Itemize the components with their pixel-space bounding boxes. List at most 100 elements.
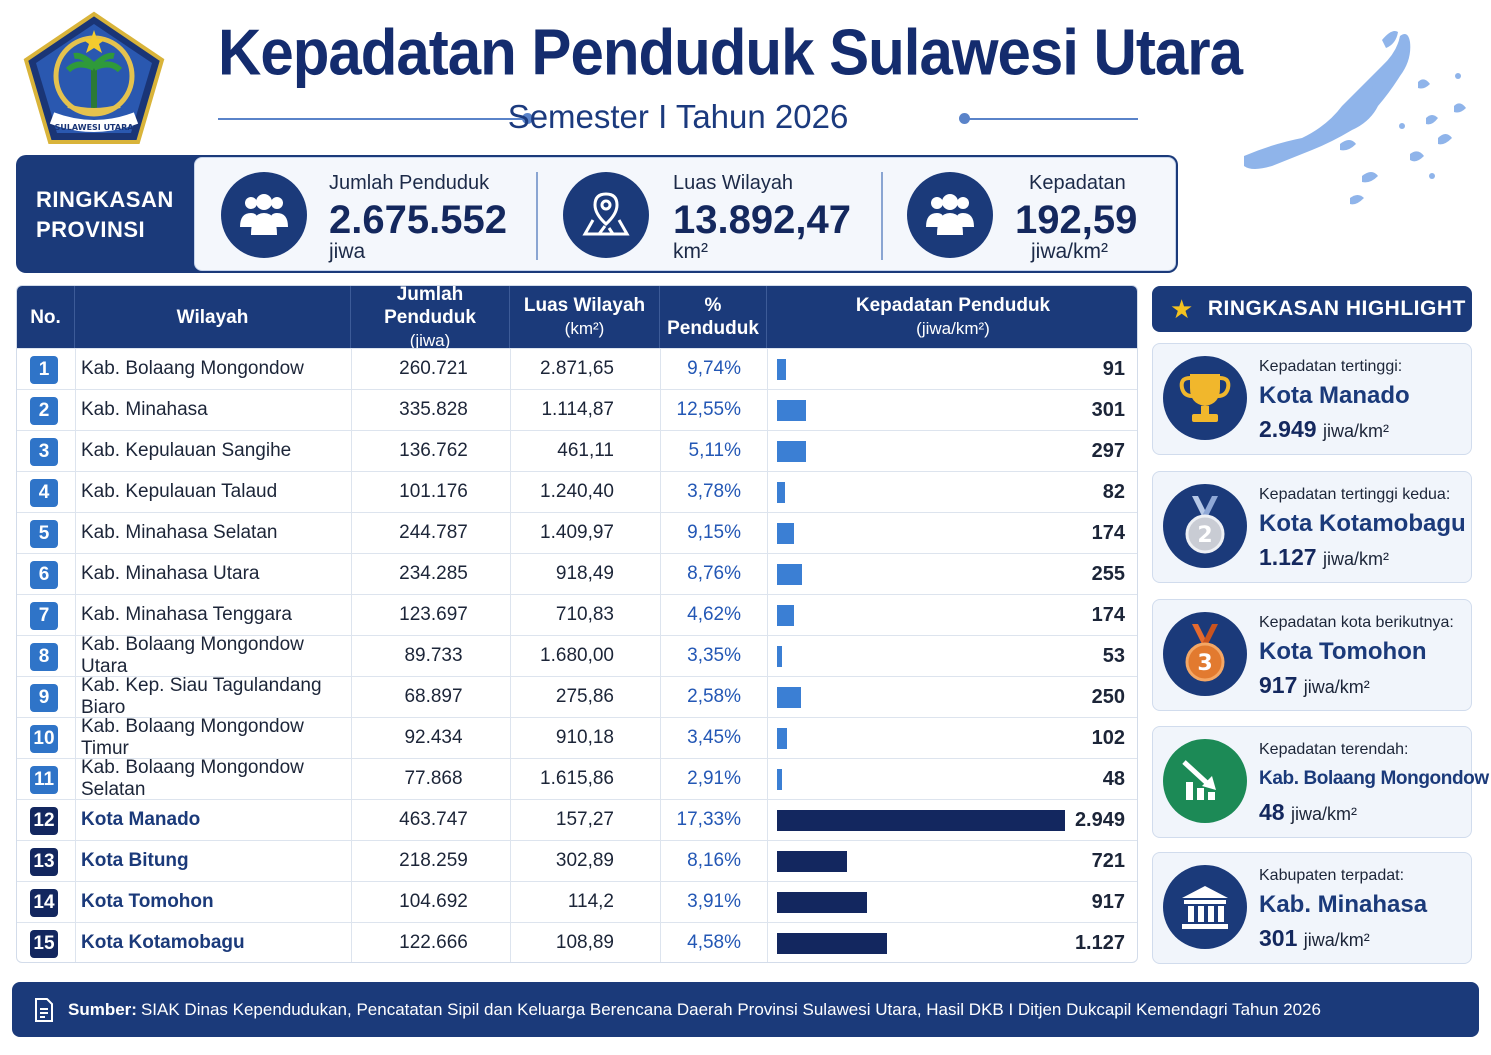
- cell-persen: 4,58%: [687, 932, 741, 953]
- cell-wilayah: Kota Kotamobagu: [81, 932, 245, 953]
- row-number-badge: 6: [30, 561, 58, 589]
- highlight-value: 917 jiwa/km²: [1259, 672, 1370, 699]
- density-value-label: 1.127: [1074, 931, 1125, 954]
- density-value-label: 255: [1091, 562, 1125, 585]
- density-value-label: 2.949: [1074, 808, 1125, 831]
- col-header-wilayah: Wilayah: [75, 286, 351, 348]
- highlight-key: Kabupaten terpadat:: [1259, 867, 1405, 884]
- highlight-key: Kepadatan terendah:: [1259, 741, 1409, 758]
- cell-wilayah: Kab. Bolaang Mongondow Timur: [81, 716, 304, 759]
- highlight-value: 1.127 jiwa/km²: [1259, 544, 1389, 571]
- density-bar: [777, 605, 794, 626]
- highlight-name: Kota Kotamobagu: [1259, 510, 1466, 537]
- cell-luas: 108,89: [555, 932, 614, 953]
- row-number-badge: 7: [30, 602, 58, 630]
- stat-label: Kepadatan: [1029, 172, 1126, 194]
- chart-down-icon: [1163, 739, 1247, 823]
- provincial-summary: RINGKASAN PROVINSI Jumlah Penduduk 2.675…: [16, 155, 1178, 273]
- cell-wilayah: Kab. Minahasa Selatan: [81, 522, 278, 543]
- density-bar: [777, 523, 794, 544]
- row-number-badge: 14: [30, 889, 58, 917]
- stat-population: Jumlah Penduduk 2.675.552 jiwa: [217, 158, 537, 272]
- cell-persen: 3,91%: [687, 891, 741, 912]
- highlight-key: Kepadatan kota berikutnya:: [1259, 614, 1454, 631]
- density-value-label: 174: [1091, 521, 1125, 544]
- silver-medal-icon: 2: [1163, 484, 1247, 568]
- cell-wilayah: Kota Manado: [81, 809, 201, 830]
- density-bar: [777, 359, 786, 380]
- cell-penduduk: 244.787: [399, 522, 468, 543]
- row-number-badge: 8: [30, 643, 58, 671]
- cell-penduduk: 463.747: [399, 809, 468, 830]
- cell-wilayah: Kab. Minahasa Tenggara: [81, 604, 292, 625]
- table-row: 11 Kab. Bolaang Mongondow Selatan 77.868 1.…: [17, 757, 1137, 800]
- map-pin-icon: [563, 172, 649, 258]
- col-header-penduduk: Jumlah Penduduk (jiwa): [351, 285, 510, 350]
- col-divider: [351, 348, 352, 962]
- page-subtitle: Semester I Tahun 2026: [507, 98, 849, 135]
- density-bar: [777, 728, 787, 749]
- cell-wilayah: Kab. Bolaang Mongondow Utara: [81, 634, 304, 677]
- table-row: 12 Kota Manado 463.747 157,27 17,33% 2.949: [17, 799, 1137, 840]
- stat-divider: [536, 172, 538, 260]
- highlight-card: Kabupaten terpadat: Kab. Minahasa 301 ji…: [1152, 852, 1472, 964]
- people-icon: [907, 172, 993, 258]
- highlight-number: 917: [1259, 672, 1298, 698]
- density-value-label: 297: [1091, 439, 1125, 462]
- col-header-kepadatan: Kepadatan Penduduk (jiwa/km²): [767, 286, 1137, 348]
- cell-luas: 1.409,97: [540, 522, 614, 543]
- stat-divider: [881, 172, 883, 260]
- cell-wilayah: Kab. Minahasa Utara: [81, 563, 260, 584]
- table-row: 2 Kab. Minahasa 335.828 1.114,87 12,55% 301: [17, 389, 1137, 430]
- summary-label-line2: PROVINSI: [36, 217, 146, 242]
- people-icon: [221, 172, 307, 258]
- density-bar: [777, 769, 782, 790]
- highlight-name: Kab. Minahasa: [1259, 891, 1428, 918]
- source-footer: Sumber: SIAK Dinas Kependudukan, Pencata…: [12, 982, 1479, 1037]
- table-row: 1 Kab. Bolaang Mongondow 260.721 2.871,65 9,…: [17, 348, 1137, 389]
- cell-persen: 3,45%: [687, 727, 741, 748]
- cell-persen: 9,74%: [687, 358, 741, 379]
- row-number-badge: 1: [30, 356, 58, 384]
- subtitle-dot-left: [522, 113, 533, 124]
- table-header: No. Wilayah Jumlah Penduduk (jiwa) Luas …: [17, 285, 1137, 350]
- cell-luas: 918,49: [555, 563, 614, 584]
- subtitle-line-left: [218, 118, 524, 120]
- row-number-badge: 5: [30, 520, 58, 548]
- cell-wilayah: Kota Bitung: [81, 850, 189, 871]
- density-bar: [777, 851, 847, 872]
- subtitle-line-right: [968, 118, 1138, 120]
- col-header-luas-label: Luas Wilayah: [523, 295, 646, 316]
- col-header-penduduk-label: Jumlah Penduduk: [384, 285, 476, 328]
- stat-value: 2.675.552: [329, 198, 507, 242]
- cell-luas: 1.615,86: [540, 768, 614, 789]
- cell-persen: 8,16%: [687, 850, 741, 871]
- density-value-label: 174: [1091, 603, 1125, 626]
- cell-persen: 5,11%: [688, 440, 741, 461]
- density-bar: [777, 646, 782, 667]
- stat-label: Luas Wilayah: [673, 172, 794, 194]
- summary-card: Jumlah Penduduk 2.675.552 jiwa Luas Wila…: [194, 157, 1176, 271]
- highlight-number: 2.949: [1259, 416, 1317, 442]
- density-table: No. Wilayah Jumlah Penduduk (jiwa) Luas …: [16, 285, 1138, 963]
- col-header-kepadatan-label: Kepadatan Penduduk: [855, 295, 1051, 316]
- cell-wilayah: Kota Tomohon: [81, 891, 214, 912]
- cell-luas: 1.680,00: [540, 645, 614, 666]
- highlight-key: Kepadatan tertinggi:: [1259, 358, 1403, 375]
- stat-value: 13.892,47: [673, 198, 851, 242]
- cell-luas: 302,89: [555, 850, 614, 871]
- density-value-label: 91: [1102, 357, 1125, 380]
- density-value-label: 82: [1102, 480, 1125, 503]
- cell-luas: 1.114,87: [541, 399, 614, 420]
- star-icon: ★: [1170, 293, 1194, 324]
- source-label: Sumber:: [68, 999, 137, 1019]
- cell-persen: 3,78%: [687, 481, 741, 502]
- density-bar: [777, 441, 806, 462]
- highlight-unit: jiwa/km²: [1303, 677, 1370, 697]
- page-title: Kepadatan Penduduk Sulawesi Utara: [218, 16, 1243, 89]
- highlight-value: 48 jiwa/km²: [1259, 799, 1357, 826]
- highlight-unit: jiwa/km²: [1303, 930, 1370, 950]
- table-row: 15 Kota Kotamobagu 122.666 108,89 4,58% 1.127: [17, 922, 1137, 962]
- summary-label-line1: RINGKASAN: [36, 187, 174, 212]
- cell-persen: 2,91%: [687, 768, 741, 789]
